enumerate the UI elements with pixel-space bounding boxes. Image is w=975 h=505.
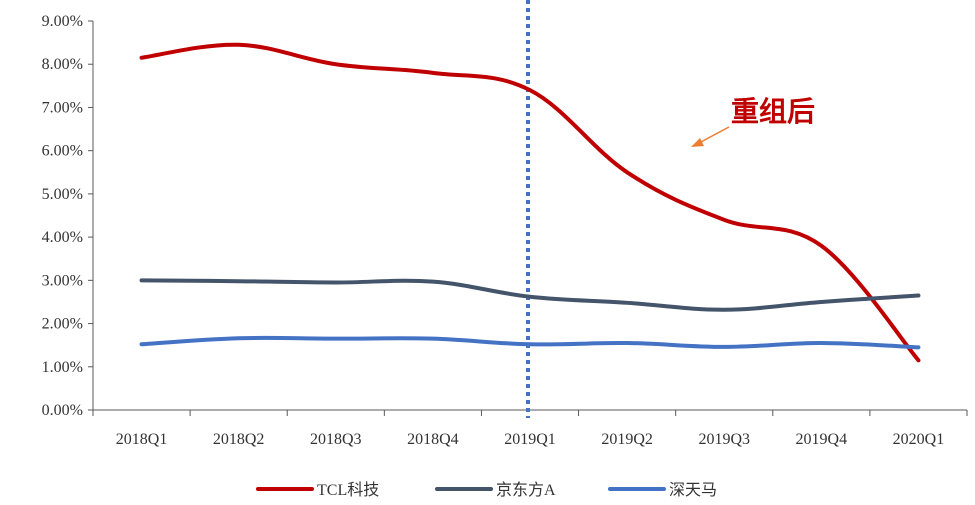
annotation-label: 重组后	[731, 95, 815, 128]
y-tick-label: 0.00%	[42, 402, 83, 419]
arrow-head-icon	[691, 138, 704, 147]
series-line	[139, 278, 921, 312]
series-line	[139, 42, 921, 363]
series-line	[139, 335, 921, 350]
series-lines	[139, 42, 921, 363]
y-tick-label: 3.00%	[42, 272, 83, 289]
y-tick-label: 9.00%	[42, 13, 83, 30]
x-tick-label: 2020Q1	[893, 431, 945, 448]
y-tick-label: 5.00%	[42, 186, 83, 203]
x-tick-label: 2018Q1	[116, 431, 168, 448]
annotation: 重组后	[691, 95, 815, 147]
y-tick-label: 1.00%	[42, 359, 83, 376]
legend-label: TCL科技	[317, 481, 379, 499]
x-tick-label: 2019Q4	[796, 431, 848, 448]
x-tick-label: 2019Q1	[504, 431, 556, 448]
y-tick-label: 7.00%	[42, 99, 83, 116]
y-tick-label: 2.00%	[42, 316, 83, 333]
legend-label: 深天马	[669, 481, 717, 499]
legend-label: 京东方A	[496, 481, 556, 499]
x-tick-label: 2018Q3	[310, 431, 362, 448]
x-tick-label: 2019Q2	[601, 431, 653, 448]
y-tick-label: 4.00%	[42, 229, 83, 246]
x-tick-label: 2018Q4	[407, 431, 459, 448]
x-tick-label: 2018Q2	[213, 431, 265, 448]
axes: 0.00% 1.00% 2.00% 3.00% 4.00% 5.00% 6.00% 7.00%…	[42, 13, 968, 448]
annotation-arrow-icon	[698, 126, 730, 144]
legend: TCL科技 京东方A 深天马	[256, 481, 717, 499]
x-tick-label: 2019Q3	[698, 431, 750, 448]
y-tick-label: 6.00%	[42, 143, 83, 160]
y-tick-label: 8.00%	[42, 56, 83, 73]
